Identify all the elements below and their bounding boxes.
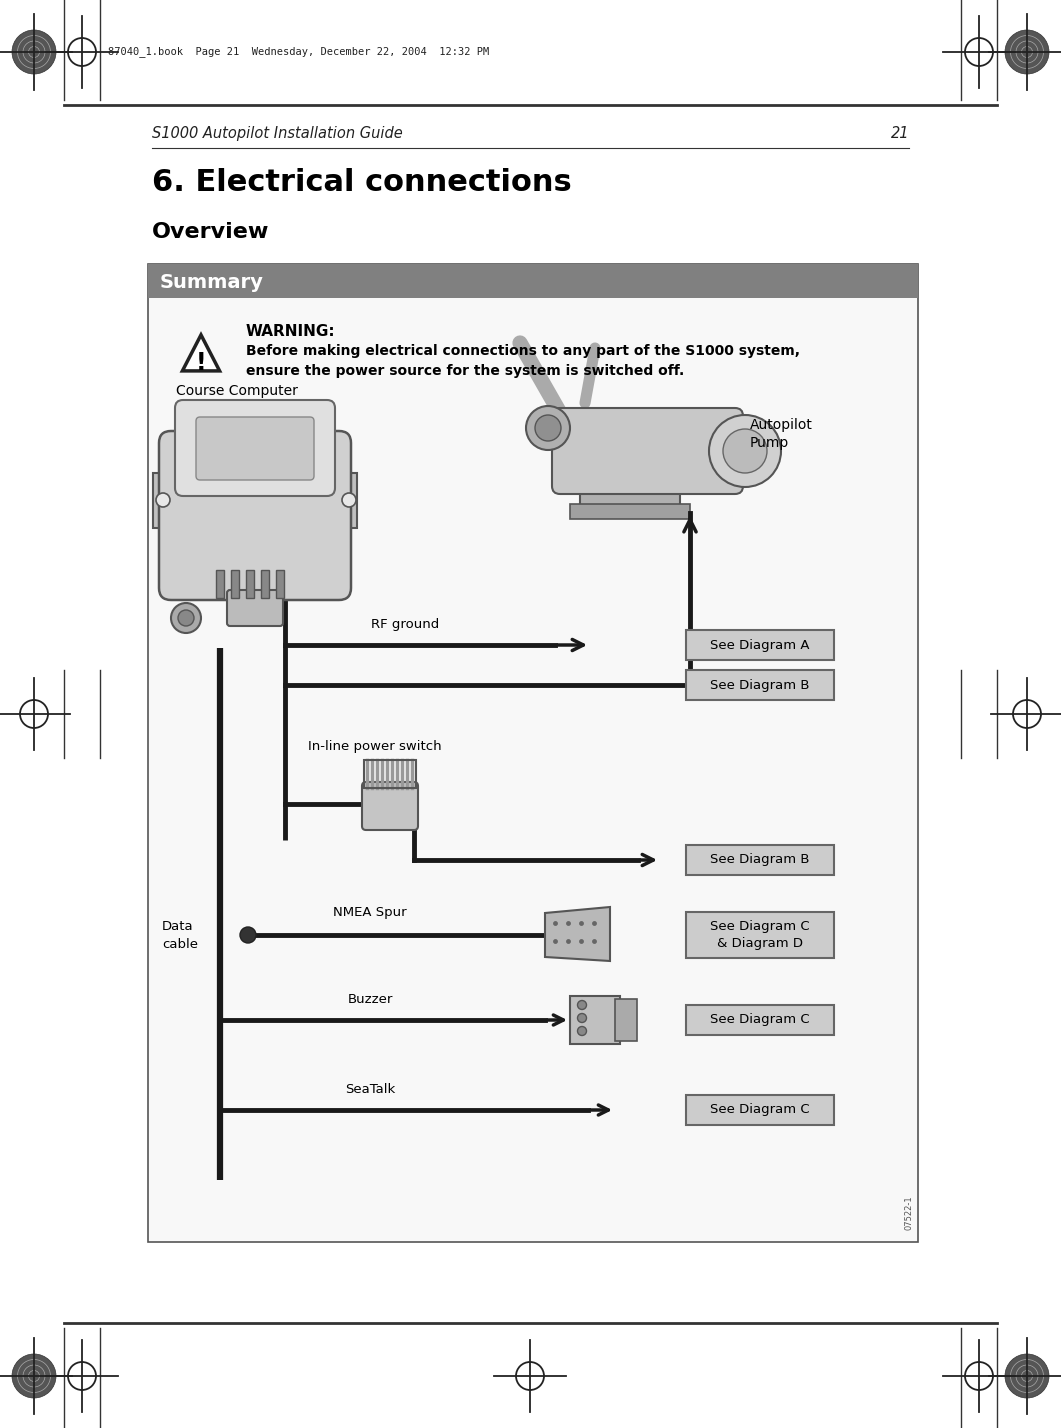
Bar xyxy=(686,912,834,958)
Circle shape xyxy=(709,416,781,487)
Text: Course Computer: Course Computer xyxy=(176,384,298,398)
Circle shape xyxy=(68,39,95,66)
Text: See Diagram B: See Diagram B xyxy=(710,678,810,691)
Text: Before making electrical connections to any part of the S1000 system,
ensure the: Before making electrical connections to … xyxy=(246,344,800,377)
Circle shape xyxy=(1013,700,1041,728)
Bar xyxy=(276,570,284,598)
Bar xyxy=(216,570,224,598)
Circle shape xyxy=(12,30,56,74)
Bar xyxy=(615,1000,637,1041)
Text: 21: 21 xyxy=(890,126,909,141)
Circle shape xyxy=(342,493,356,507)
Text: Autopilot
Pump: Autopilot Pump xyxy=(750,418,813,450)
Text: Buzzer: Buzzer xyxy=(347,992,393,1005)
Bar xyxy=(686,670,834,700)
Circle shape xyxy=(1005,30,1049,74)
Bar xyxy=(261,570,269,598)
Circle shape xyxy=(1005,1354,1049,1398)
Circle shape xyxy=(12,1354,56,1398)
Circle shape xyxy=(577,1014,587,1022)
FancyBboxPatch shape xyxy=(362,783,418,830)
Text: !: ! xyxy=(196,351,207,376)
Text: RF ground: RF ground xyxy=(371,618,439,631)
Text: Overview: Overview xyxy=(152,221,269,241)
Bar xyxy=(153,473,173,528)
Text: SeaTalk: SeaTalk xyxy=(345,1082,395,1097)
Circle shape xyxy=(577,1027,587,1035)
Text: Summary: Summary xyxy=(160,273,264,291)
Bar xyxy=(337,473,356,528)
FancyBboxPatch shape xyxy=(159,431,351,600)
Bar xyxy=(364,760,416,788)
Polygon shape xyxy=(182,336,220,371)
Text: 07522-1: 07522-1 xyxy=(905,1195,914,1230)
Bar xyxy=(686,845,834,875)
FancyBboxPatch shape xyxy=(227,590,283,625)
Text: 87040_1.book  Page 21  Wednesday, December 22, 2004  12:32 PM: 87040_1.book Page 21 Wednesday, December… xyxy=(108,47,489,57)
Bar xyxy=(580,483,680,511)
FancyBboxPatch shape xyxy=(175,400,335,496)
Text: See Diagram C: See Diagram C xyxy=(710,1104,810,1117)
Text: See Diagram C: See Diagram C xyxy=(710,1014,810,1027)
Text: In-line power switch: In-line power switch xyxy=(308,740,441,753)
Text: Data
cable: Data cable xyxy=(162,920,198,951)
Text: WARNING:: WARNING: xyxy=(246,324,335,338)
Circle shape xyxy=(156,493,170,507)
Circle shape xyxy=(535,416,561,441)
Text: See Diagram B: See Diagram B xyxy=(710,854,810,867)
FancyBboxPatch shape xyxy=(552,408,743,494)
Circle shape xyxy=(178,610,194,625)
Text: See Diagram C
& Diagram D: See Diagram C & Diagram D xyxy=(710,920,810,950)
Circle shape xyxy=(526,406,570,450)
Text: NMEA Spur: NMEA Spur xyxy=(333,905,406,920)
Circle shape xyxy=(966,1362,993,1389)
Circle shape xyxy=(68,1362,95,1389)
Bar xyxy=(147,264,918,1242)
Bar xyxy=(147,264,918,298)
Circle shape xyxy=(723,428,767,473)
Bar xyxy=(570,504,690,518)
Polygon shape xyxy=(545,907,610,961)
Text: 6. Electrical connections: 6. Electrical connections xyxy=(152,169,572,197)
Circle shape xyxy=(577,1001,587,1010)
Bar xyxy=(231,570,239,598)
Bar xyxy=(686,1005,834,1035)
Circle shape xyxy=(516,1362,544,1389)
Bar xyxy=(570,995,620,1044)
Circle shape xyxy=(966,39,993,66)
Bar xyxy=(246,570,254,598)
Text: S1000 Autopilot Installation Guide: S1000 Autopilot Installation Guide xyxy=(152,126,403,141)
Circle shape xyxy=(171,603,201,633)
Text: See Diagram A: See Diagram A xyxy=(710,638,810,651)
FancyBboxPatch shape xyxy=(196,417,314,480)
Bar xyxy=(686,1095,834,1125)
Circle shape xyxy=(20,700,48,728)
Circle shape xyxy=(240,927,256,942)
Bar xyxy=(686,630,834,660)
